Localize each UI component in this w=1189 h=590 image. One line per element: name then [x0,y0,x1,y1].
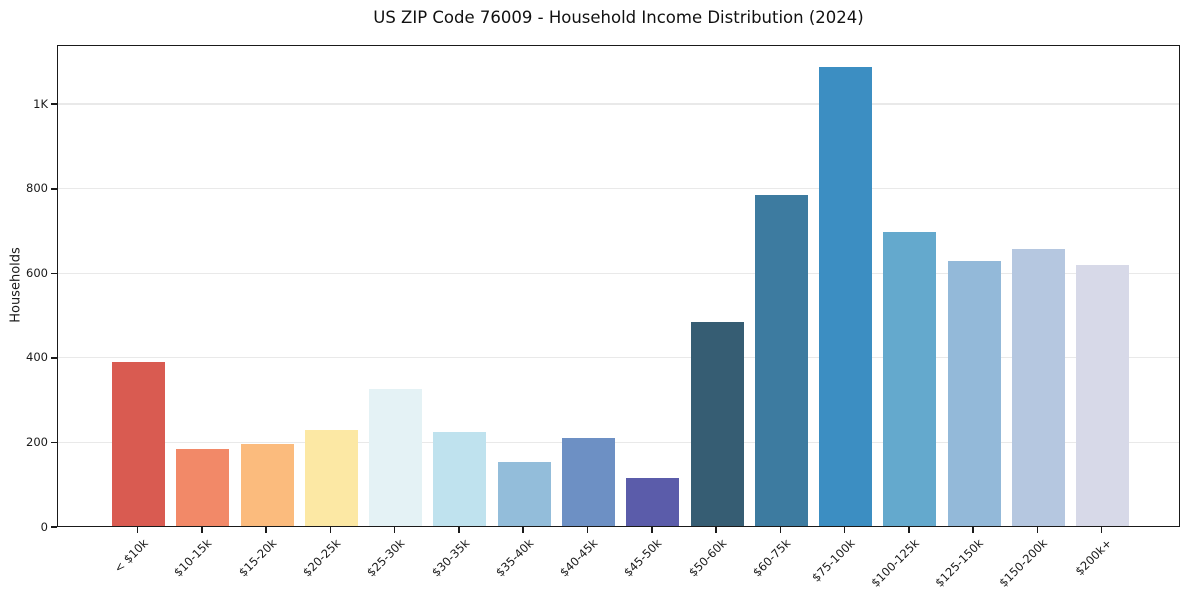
bar-30-35k [433,432,487,526]
bar-60-75k [754,195,808,526]
x-tick-label: $40-45k [556,536,601,580]
y-tick-mark [50,272,57,275]
bar-50-60k [690,322,744,526]
x-tick-mark [1100,527,1103,533]
x-tick-mark [522,527,524,533]
x-tick-mark [779,527,782,533]
x-tick-label: $50-60k [685,536,729,580]
gridline [58,441,1179,444]
bar-200k [1076,265,1130,526]
x-tick-mark [265,527,267,533]
bar-40-45k [561,438,615,526]
gridline [58,357,1179,359]
x-tick-mark [843,527,846,533]
y-tick-label: 1K [33,96,48,111]
bar-10k [112,362,165,526]
x-tick-label: $30-35k [428,536,472,580]
x-tick-label: $100-125k [868,536,922,590]
chart-title: US ZIP Code 76009 - Household Income Dis… [373,8,864,27]
x-tick-label: $75-100k [808,536,858,585]
bar-25-30k [369,389,423,526]
y-tick-label: 400 [26,350,48,365]
bar-100-125k [883,232,937,526]
gridline [58,103,1179,105]
x-tick-label: $20-25k [299,536,344,580]
y-tick-mark [50,441,57,444]
x-tick-label: $45-50k [621,536,665,580]
x-tick-mark [650,527,653,533]
bar-10-15k [176,449,230,526]
x-tick-label: $150-200k [996,536,1051,590]
x-tick-mark [136,527,139,533]
bar-35-40k [497,462,551,526]
x-tick-mark [586,527,589,533]
x-tick-label: $125-150k [932,536,987,590]
bar-45-50k [626,478,680,526]
x-tick-label: $10-15k [171,536,215,580]
y-tick-label: 600 [26,265,48,280]
x-tick-mark [200,527,203,533]
bar-20-25k [304,430,358,526]
y-tick-mark [50,187,57,190]
x-tick-label: $25-30k [364,536,408,580]
gridline [58,187,1179,190]
gridline [58,272,1179,274]
x-tick-mark [908,527,910,533]
x-tick-mark [1036,527,1039,533]
y-axis-label: Households [8,247,24,323]
y-tick-label: 0 [40,519,48,534]
x-tick-mark [393,527,396,533]
x-tick-label: $200k+ [1072,536,1115,579]
y-tick-mark [50,526,57,528]
x-tick-mark [329,527,332,533]
bar-150-200k [1011,249,1065,526]
x-tick-mark [458,527,460,533]
y-tick-mark [50,103,57,105]
bar-15-20k [240,444,294,526]
x-tick-label: $60-75k [749,536,794,580]
x-tick-label: $35-40k [492,536,537,580]
bar-125-150k [947,261,1001,526]
plot-area [57,45,1180,527]
y-tick-label: 200 [26,434,48,449]
x-tick-mark [715,527,717,533]
y-tick-label: 800 [26,181,48,196]
x-tick-label: $15-20k [235,536,279,580]
bar-75-100k [819,67,873,526]
x-tick-label: < $10k [110,536,151,576]
y-tick-mark [50,357,57,359]
x-tick-mark [972,527,974,533]
